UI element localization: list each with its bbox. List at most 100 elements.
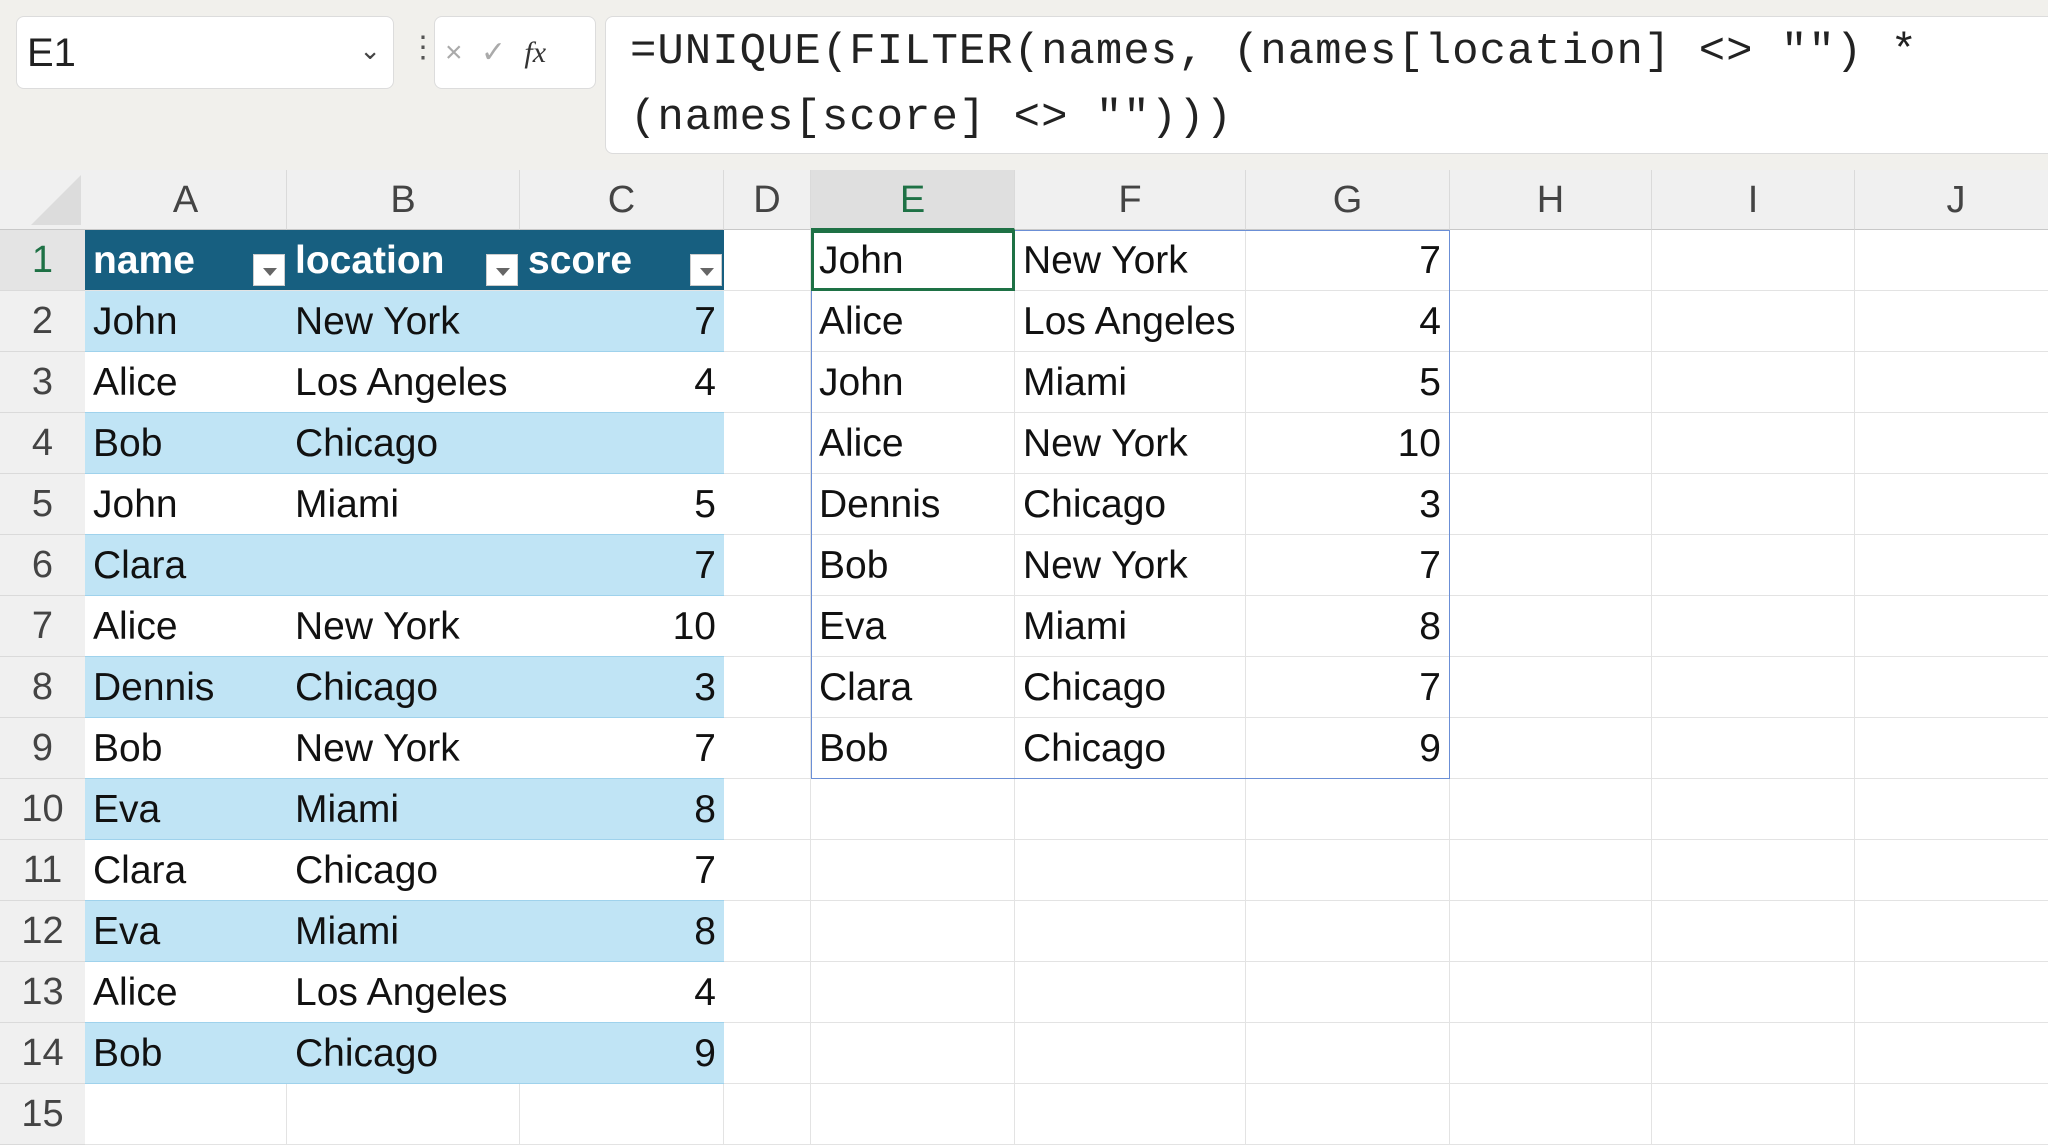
table-cell[interactable]: Eva bbox=[85, 779, 287, 840]
table-cell[interactable]: 8 bbox=[520, 779, 724, 840]
cell[interactable] bbox=[1652, 718, 1855, 779]
table-cell[interactable]: Eva bbox=[85, 901, 287, 962]
table-cell[interactable] bbox=[520, 413, 724, 474]
cell[interactable] bbox=[1652, 291, 1855, 352]
row-header-9[interactable]: 9 bbox=[0, 718, 85, 779]
table-cell[interactable]: Bob bbox=[85, 1023, 287, 1084]
cell[interactable] bbox=[1246, 840, 1450, 901]
cell[interactable] bbox=[1855, 474, 2048, 535]
cell[interactable] bbox=[1246, 901, 1450, 962]
filter-dropdown-icon[interactable] bbox=[486, 254, 518, 286]
cell[interactable] bbox=[724, 474, 811, 535]
cell[interactable] bbox=[1652, 1084, 1855, 1145]
table-cell[interactable]: Los Angeles bbox=[287, 352, 520, 413]
row-header-8[interactable]: 8 bbox=[0, 657, 85, 718]
cell[interactable] bbox=[1855, 962, 2048, 1023]
table-cell[interactable]: Clara bbox=[85, 840, 287, 901]
cell[interactable] bbox=[1855, 1084, 2048, 1145]
cell[interactable] bbox=[1450, 1084, 1652, 1145]
table-cell[interactable]: Clara bbox=[85, 535, 287, 596]
cell[interactable] bbox=[724, 352, 811, 413]
column-header-G[interactable]: G bbox=[1246, 170, 1450, 230]
more-options-icon[interactable]: ⋮ bbox=[408, 31, 438, 64]
table-cell[interactable]: Los Angeles bbox=[287, 962, 520, 1023]
cell[interactable] bbox=[1450, 413, 1652, 474]
cancel-icon[interactable]: × bbox=[445, 36, 463, 69]
column-header-E[interactable]: E bbox=[811, 170, 1015, 230]
enter-icon[interactable]: ✓ bbox=[480, 36, 507, 69]
spill-result-cell[interactable]: Miami bbox=[1015, 352, 1246, 413]
table-cell[interactable]: 7 bbox=[520, 291, 724, 352]
filter-dropdown-icon[interactable] bbox=[253, 254, 285, 286]
spill-result-cell[interactable]: John bbox=[811, 352, 1015, 413]
cell[interactable] bbox=[1246, 779, 1450, 840]
spill-result-cell[interactable]: Dennis bbox=[811, 474, 1015, 535]
formula-input[interactable]: =UNIQUE(FILTER(names, (names[location] <… bbox=[605, 16, 2048, 154]
cell[interactable] bbox=[811, 1023, 1015, 1084]
table-cell[interactable]: Bob bbox=[85, 413, 287, 474]
cell[interactable] bbox=[811, 901, 1015, 962]
cell[interactable] bbox=[1015, 1023, 1246, 1084]
cell[interactable] bbox=[1652, 779, 1855, 840]
column-header-C[interactable]: C bbox=[520, 170, 724, 230]
cell[interactable] bbox=[1450, 535, 1652, 596]
cell[interactable] bbox=[724, 840, 811, 901]
cell[interactable] bbox=[724, 230, 811, 291]
spill-result-cell[interactable]: Bob bbox=[811, 718, 1015, 779]
table-cell[interactable]: John bbox=[85, 474, 287, 535]
row-header-13[interactable]: 13 bbox=[0, 962, 85, 1023]
table-header-location[interactable]: location bbox=[287, 230, 520, 291]
cell[interactable] bbox=[1652, 657, 1855, 718]
cell[interactable] bbox=[724, 779, 811, 840]
cell[interactable] bbox=[1855, 291, 2048, 352]
row-header-2[interactable]: 2 bbox=[0, 291, 85, 352]
row-header-1[interactable]: 1 bbox=[0, 230, 85, 291]
table-cell[interactable]: 10 bbox=[520, 596, 724, 657]
cell[interactable] bbox=[1855, 413, 2048, 474]
spill-result-cell[interactable]: Chicago bbox=[1015, 718, 1246, 779]
row-header-10[interactable]: 10 bbox=[0, 779, 85, 840]
spill-result-cell[interactable]: 4 bbox=[1246, 291, 1450, 352]
table-cell[interactable]: Chicago bbox=[287, 657, 520, 718]
row-header-4[interactable]: 4 bbox=[0, 413, 85, 474]
cell[interactable] bbox=[1450, 1023, 1652, 1084]
cell[interactable] bbox=[1652, 1023, 1855, 1084]
cell[interactable] bbox=[1450, 901, 1652, 962]
cell[interactable] bbox=[724, 291, 811, 352]
table-cell[interactable]: 7 bbox=[520, 535, 724, 596]
cell[interactable] bbox=[85, 1084, 287, 1145]
row-header-6[interactable]: 6 bbox=[0, 535, 85, 596]
select-all-button[interactable] bbox=[0, 170, 85, 230]
cell[interactable] bbox=[1450, 718, 1652, 779]
table-cell[interactable]: 4 bbox=[520, 352, 724, 413]
spill-result-cell[interactable]: 9 bbox=[1246, 718, 1450, 779]
table-cell[interactable]: Miami bbox=[287, 474, 520, 535]
cell[interactable] bbox=[1450, 840, 1652, 901]
cell[interactable] bbox=[1652, 840, 1855, 901]
table-cell[interactable]: 4 bbox=[520, 962, 724, 1023]
insert-function-icon[interactable]: fx bbox=[524, 36, 547, 69]
cell[interactable] bbox=[1855, 901, 2048, 962]
cell[interactable] bbox=[1652, 352, 1855, 413]
cell[interactable] bbox=[1450, 779, 1652, 840]
cell[interactable] bbox=[1652, 596, 1855, 657]
cell[interactable] bbox=[811, 840, 1015, 901]
spill-result-cell[interactable]: Miami bbox=[1015, 596, 1246, 657]
column-header-A[interactable]: A bbox=[85, 170, 287, 230]
cell[interactable] bbox=[1015, 962, 1246, 1023]
spill-result-cell[interactable]: Eva bbox=[811, 596, 1015, 657]
table-cell[interactable]: 8 bbox=[520, 901, 724, 962]
cell[interactable] bbox=[1652, 535, 1855, 596]
row-header-15[interactable]: 15 bbox=[0, 1084, 85, 1145]
table-header-score[interactable]: score bbox=[520, 230, 724, 291]
table-cell[interactable]: Bob bbox=[85, 718, 287, 779]
spill-result-cell[interactable]: Alice bbox=[811, 291, 1015, 352]
cell[interactable] bbox=[287, 1084, 520, 1145]
row-header-5[interactable]: 5 bbox=[0, 474, 85, 535]
column-header-D[interactable]: D bbox=[724, 170, 811, 230]
table-cell[interactable]: New York bbox=[287, 596, 520, 657]
spill-result-cell[interactable]: 5 bbox=[1246, 352, 1450, 413]
table-cell[interactable]: Miami bbox=[287, 901, 520, 962]
cell[interactable] bbox=[1652, 474, 1855, 535]
table-cell[interactable]: Chicago bbox=[287, 413, 520, 474]
